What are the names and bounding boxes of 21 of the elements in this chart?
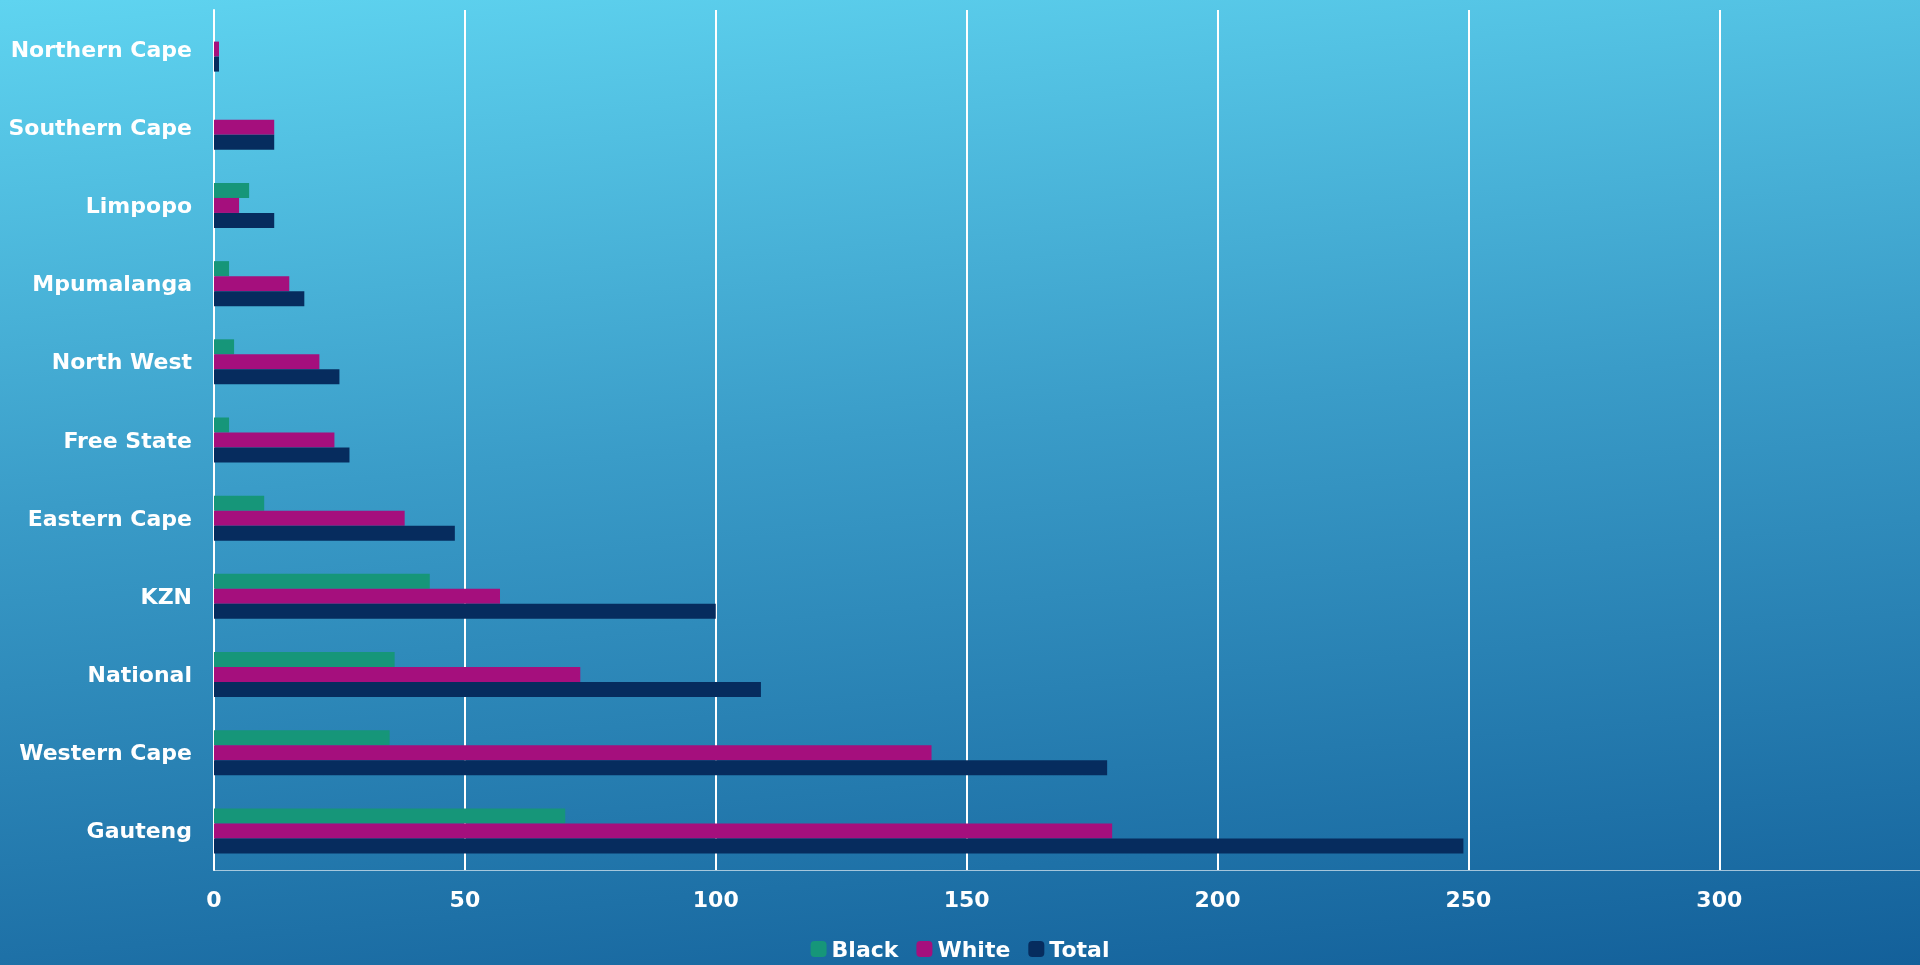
- y-tick-label: Northern Cape: [10, 36, 192, 62]
- x-tick-label: 300: [1696, 886, 1743, 912]
- x-tick-label: 250: [1445, 886, 1492, 912]
- x-tick-label: 0: [206, 886, 222, 912]
- x-tick-label: 150: [943, 886, 990, 912]
- y-tick-label: North West: [51, 349, 193, 375]
- legend-label: White: [937, 936, 1011, 962]
- x-tick-label: 200: [1194, 886, 1241, 912]
- y-tick-label: Western Cape: [19, 740, 192, 766]
- y-tick-label: Eastern Cape: [27, 505, 192, 531]
- x-tick-label: 50: [449, 886, 481, 912]
- y-tick-label: KZN: [140, 583, 192, 609]
- y-tick-label: Free State: [63, 427, 192, 453]
- y-tick-label: Southern Cape: [8, 114, 192, 140]
- x-tick-label: 100: [692, 886, 739, 912]
- y-tick-label: Mpumalanga: [32, 271, 192, 297]
- y-tick-label: National: [87, 662, 192, 688]
- y-tick-label: Limpopo: [85, 192, 192, 218]
- legend-label: Total: [1049, 936, 1110, 962]
- y-tick-label: Gauteng: [86, 818, 192, 844]
- legend-label: Black: [831, 936, 900, 962]
